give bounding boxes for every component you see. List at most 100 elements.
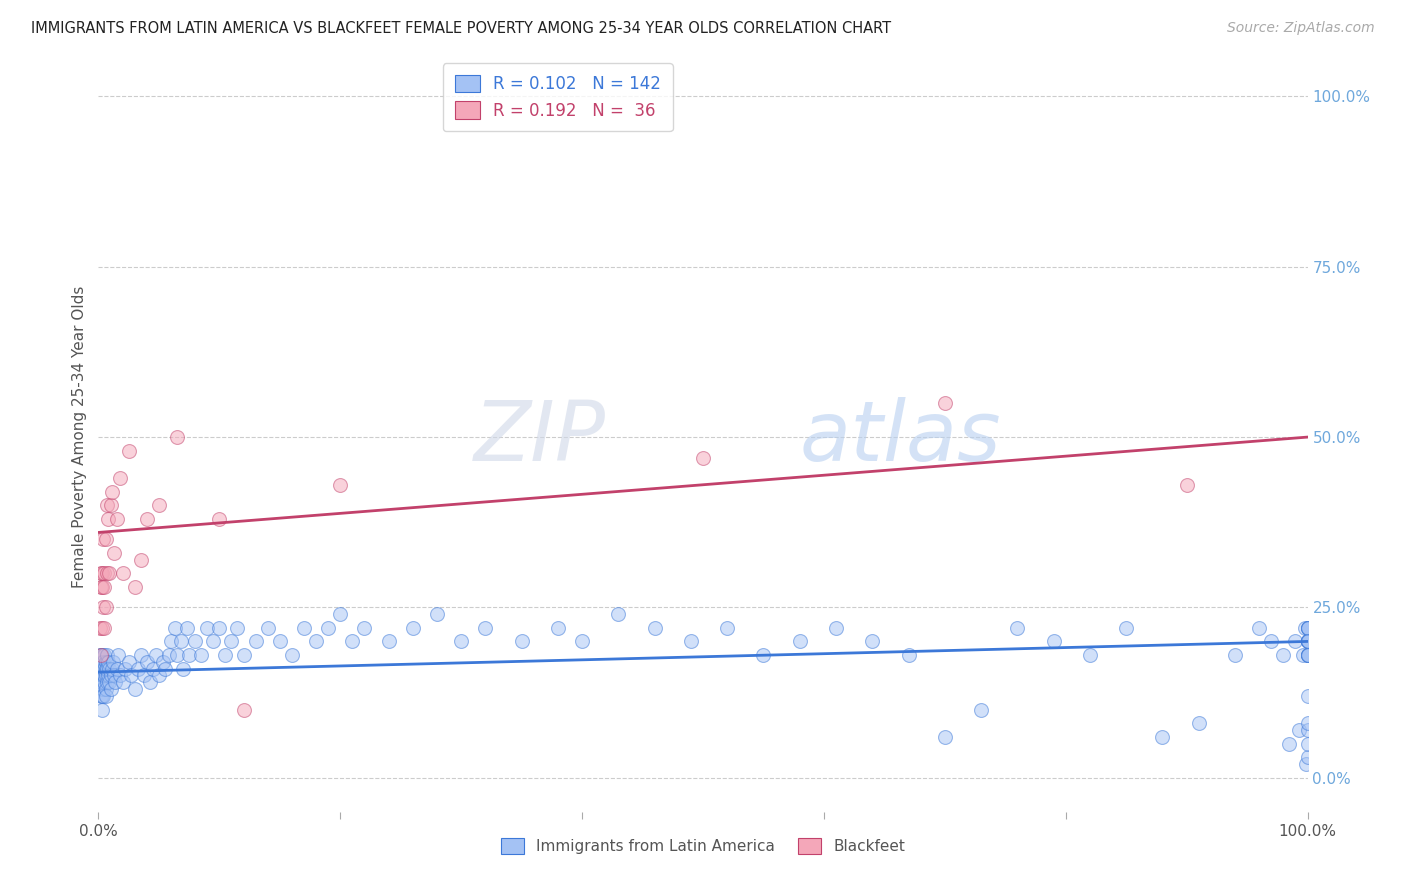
Point: [100, 498, 122, 512]
Point: [100, 662, 122, 676]
Point: [1296, 648, 1319, 662]
Point: [129, 648, 152, 662]
Point: [114, 662, 136, 676]
Point: [94, 533, 117, 547]
Point: [329, 477, 352, 491]
Point: [93, 566, 115, 581]
Point: [292, 621, 315, 635]
Point: [1175, 477, 1198, 491]
Point: [190, 648, 212, 662]
Point: [90, 655, 112, 669]
Point: [221, 634, 243, 648]
Point: [89, 675, 111, 690]
Point: [97, 655, 120, 669]
Point: [120, 668, 142, 682]
Point: [1152, 730, 1174, 744]
Point: [1078, 648, 1101, 662]
Point: [1288, 723, 1310, 737]
Point: [91, 621, 114, 635]
Point: [91, 689, 114, 703]
Text: ZIP: ZIP: [474, 397, 606, 477]
Point: [1188, 716, 1211, 731]
Point: [100, 484, 122, 499]
Point: [96, 662, 118, 676]
Point: [510, 634, 533, 648]
Point: [129, 552, 152, 566]
Point: [111, 675, 134, 690]
Point: [103, 668, 125, 682]
Point: [104, 675, 127, 690]
Point: [108, 471, 131, 485]
Point: [934, 730, 956, 744]
Point: [96, 675, 118, 690]
Point: [172, 662, 194, 676]
Point: [1115, 621, 1137, 635]
Point: [281, 648, 304, 662]
Point: [232, 648, 254, 662]
Point: [91, 662, 114, 676]
Point: [118, 655, 141, 669]
Text: atlas: atlas: [800, 397, 1001, 477]
Point: [142, 662, 165, 676]
Point: [91, 675, 114, 690]
Point: [98, 566, 121, 581]
Point: [245, 634, 267, 648]
Text: Source: ZipAtlas.com: Source: ZipAtlas.com: [1227, 21, 1375, 35]
Point: [91, 702, 114, 716]
Point: [970, 702, 993, 716]
Point: [105, 512, 128, 526]
Point: [571, 634, 593, 648]
Point: [107, 648, 129, 662]
Point: [474, 621, 496, 635]
Point: [91, 648, 114, 662]
Point: [94, 689, 117, 703]
Point: [93, 648, 115, 662]
Point: [1296, 634, 1319, 648]
Point: [111, 566, 134, 581]
Point: [1296, 689, 1319, 703]
Point: [1249, 621, 1271, 635]
Point: [232, 702, 254, 716]
Legend: Immigrants from Latin America, Blackfeet: Immigrants from Latin America, Blackfeet: [495, 832, 911, 860]
Text: IMMIGRANTS FROM LATIN AMERICA VS BLACKFEET FEMALE POVERTY AMONG 25-34 YEAR OLDS : IMMIGRANTS FROM LATIN AMERICA VS BLACKFE…: [31, 21, 891, 36]
Point: [269, 634, 291, 648]
Point: [607, 607, 630, 622]
Point: [1296, 648, 1319, 662]
Point: [208, 621, 231, 635]
Point: [148, 498, 170, 512]
Point: [94, 682, 117, 697]
Point: [450, 634, 472, 648]
Point: [134, 668, 156, 682]
Point: [208, 512, 231, 526]
Point: [1296, 648, 1319, 662]
Point: [163, 621, 186, 635]
Point: [94, 662, 117, 676]
Point: [89, 621, 111, 635]
Point: [256, 621, 278, 635]
Point: [1292, 648, 1315, 662]
Point: [91, 533, 114, 547]
Point: [547, 621, 569, 635]
Point: [644, 621, 666, 635]
Point: [1272, 648, 1295, 662]
Point: [1296, 621, 1319, 635]
Point: [90, 668, 112, 682]
Point: [93, 668, 115, 682]
Point: [1294, 621, 1316, 635]
Point: [153, 662, 176, 676]
Point: [124, 682, 146, 697]
Point: [897, 648, 920, 662]
Point: [96, 648, 118, 662]
Point: [118, 443, 141, 458]
Point: [105, 662, 128, 676]
Point: [1223, 648, 1246, 662]
Point: [93, 675, 115, 690]
Point: [90, 566, 112, 581]
Point: [1296, 723, 1319, 737]
Point: [91, 566, 114, 581]
Point: [89, 648, 111, 662]
Point: [1007, 621, 1029, 635]
Point: [127, 662, 149, 676]
Point: [1296, 648, 1319, 662]
Point: [91, 655, 114, 669]
